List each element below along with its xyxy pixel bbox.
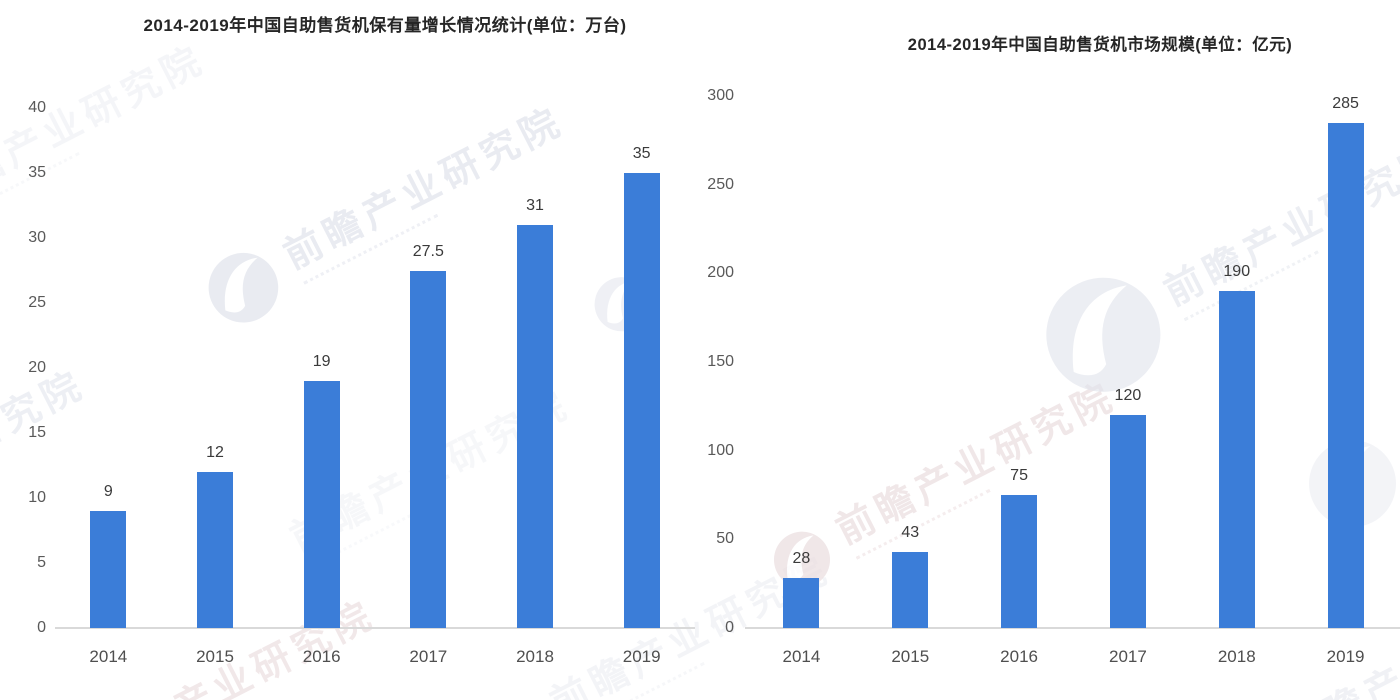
- bar-value-label: 19: [312, 353, 331, 370]
- bar-2017: [1109, 415, 1146, 628]
- bar-value-label: 31: [526, 197, 544, 214]
- y-axis-tick-label: 0: [37, 619, 46, 636]
- x-axis-category-label: 2015: [196, 647, 234, 666]
- y-axis-tick-label: 15: [28, 424, 46, 441]
- y-axis-tick-label: 40: [28, 99, 46, 116]
- y-axis-tick-label: 20: [28, 359, 46, 376]
- x-axis-category-label: 2018: [1217, 647, 1256, 666]
- y-axis-tick-label: 10: [28, 489, 46, 506]
- y-axis-tick-label: 100: [707, 441, 734, 459]
- x-axis-category-label: 2014: [782, 647, 821, 666]
- y-axis-tick-label: 200: [707, 264, 734, 282]
- bar-2014: [783, 578, 820, 628]
- bar-value-label: 27.5: [412, 242, 444, 260]
- bar-2015: [892, 551, 929, 628]
- bar-value-label: 120: [1114, 387, 1142, 405]
- bar-value-label: 190: [1223, 263, 1251, 281]
- bar-value-label: 9: [103, 483, 113, 500]
- bar-2018: [1218, 291, 1255, 628]
- x-axis-category-label: 2016: [302, 647, 341, 666]
- y-axis-tick-label: 25: [28, 294, 46, 311]
- bar-value-label: 12: [206, 444, 224, 461]
- y-axis-tick-label: 50: [716, 530, 734, 548]
- bar-2017: [410, 270, 447, 628]
- bar-value-label: 28: [792, 550, 811, 568]
- bar-value-label: 43: [901, 523, 920, 541]
- bar-value-label: 75: [1010, 467, 1028, 484]
- x-axis-category-label: 2019: [1326, 647, 1365, 666]
- right-chart-title: 2014-2019年中国自助售货机市场规模(单位：亿元): [907, 36, 1293, 54]
- x-axis-category-label: 2018: [516, 647, 554, 666]
- y-axis-tick-label: 5: [37, 554, 46, 571]
- y-axis-tick-label: 250: [707, 175, 734, 193]
- bar-value-label: 285: [1332, 94, 1359, 112]
- bar-2019: [623, 173, 660, 628]
- x-axis-line: [55, 627, 695, 629]
- x-axis-category-label: 2014: [89, 647, 128, 666]
- y-axis-tick-label: 0: [725, 619, 734, 636]
- left-chart-title: 2014-2019年中国自助售货机保有量增长情况统计(单位：万台): [143, 16, 627, 35]
- y-axis-tick-label: 30: [28, 229, 46, 246]
- bar-2018: [517, 225, 553, 628]
- y-axis-tick-label: 150: [707, 353, 734, 370]
- x-axis-category-label: 2017: [1108, 647, 1147, 666]
- x-axis-category-label: 2015: [891, 647, 930, 666]
- bar-2016: [1001, 495, 1038, 628]
- y-axis-tick-label: 300: [707, 87, 734, 104]
- x-axis-category-label: 2016: [1000, 647, 1038, 666]
- x-axis-category-label: 2017: [409, 647, 448, 666]
- y-axis-tick-label: 35: [28, 164, 46, 181]
- bar-2014: [90, 511, 127, 628]
- x-axis-category-label: 2019: [622, 647, 661, 666]
- x-axis-line: [745, 627, 1400, 629]
- bar-2016: [303, 381, 340, 628]
- bar-2019: [1327, 122, 1364, 628]
- bar-2015: [197, 472, 233, 628]
- bar-value-label: 35: [632, 145, 651, 162]
